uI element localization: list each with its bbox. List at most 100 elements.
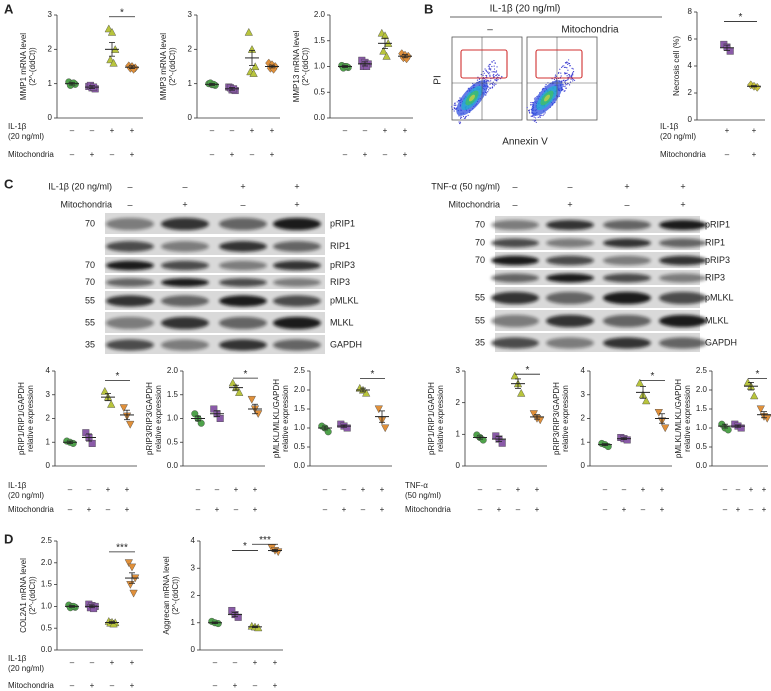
flow-event xyxy=(568,84,571,86)
blot-row-label: pRIP1 xyxy=(705,219,730,229)
condition-sign: + xyxy=(535,485,540,494)
condition-sign: + xyxy=(380,505,385,514)
condition-sign: – xyxy=(70,150,75,159)
y-tick-label: 0.5 xyxy=(167,437,179,446)
panel-label: B xyxy=(424,1,433,16)
flow-event xyxy=(489,83,491,85)
flow-event xyxy=(476,79,479,81)
significance-label: * xyxy=(371,369,375,380)
condition-sign: – xyxy=(641,505,646,514)
condition-sign: – xyxy=(90,658,95,667)
y-tick-label: 2.0 xyxy=(314,10,326,19)
y-tick-label: 0.5 xyxy=(294,442,306,451)
flow-event xyxy=(493,83,495,85)
flow-event xyxy=(566,75,568,77)
y-tick-label: 2.0 xyxy=(696,385,708,394)
y-tick-label: 1 xyxy=(188,79,193,88)
flow-event xyxy=(494,62,496,64)
blot-band xyxy=(273,241,321,252)
data-point xyxy=(737,424,745,432)
blot-band xyxy=(219,260,267,271)
significance-label: * xyxy=(116,371,120,382)
condition-sign: + xyxy=(762,505,767,514)
condition-sign: + xyxy=(725,126,730,135)
y-axis-label: relative expression xyxy=(561,385,570,452)
condition-sign: + xyxy=(250,126,255,135)
blot-band xyxy=(603,314,651,328)
flow-event xyxy=(457,99,460,102)
blot-band xyxy=(161,241,209,252)
flow-event xyxy=(487,79,489,82)
flow-event xyxy=(572,68,574,70)
blot-row-label: pRIP3 xyxy=(330,260,355,270)
condition-sign: + xyxy=(230,150,235,159)
y-tick-label: 1.5 xyxy=(167,390,179,399)
blot-mw-label: 70 xyxy=(475,255,485,265)
blot-row-label: GAPDH xyxy=(330,339,362,349)
blot-mw-label: 55 xyxy=(475,292,485,302)
y-tick-label: 3 xyxy=(581,390,586,399)
flow-event xyxy=(489,72,491,74)
condition-sign: + xyxy=(106,485,111,494)
y-axis-label: pMLKL/MLKL/GAPDH xyxy=(272,379,281,458)
condition-sign: + xyxy=(660,485,665,494)
flow-event xyxy=(495,71,497,73)
data-point xyxy=(756,405,765,414)
y-tick-label: 0.0 xyxy=(41,645,53,654)
flow-event xyxy=(568,59,570,61)
flow-event xyxy=(491,65,493,68)
flow-event xyxy=(454,108,456,110)
condition-sign: – xyxy=(196,485,201,494)
blot-band xyxy=(161,217,209,231)
condition-sign: + xyxy=(233,681,238,690)
condition-sign: – xyxy=(90,126,95,135)
blot-band xyxy=(106,217,154,231)
flow-event xyxy=(540,114,542,116)
data-point xyxy=(104,24,113,33)
flow-event xyxy=(488,67,490,70)
flow-event xyxy=(544,112,546,114)
flow-event xyxy=(572,80,574,82)
condition-sign: + xyxy=(736,505,741,514)
blot-band xyxy=(161,339,209,351)
condition-sign: + xyxy=(660,505,665,514)
flow-density xyxy=(469,94,475,102)
flow-event xyxy=(451,106,453,108)
condition-sign: – xyxy=(622,485,627,494)
flow-event xyxy=(569,75,571,77)
flow-event xyxy=(560,72,562,74)
data-point xyxy=(228,378,237,387)
blot-strip xyxy=(105,257,325,273)
blot-row-label: RIP1 xyxy=(330,241,350,251)
condition-sign: + xyxy=(90,150,95,159)
y-tick-label: 2.0 xyxy=(167,366,179,375)
condition-sign: + xyxy=(270,150,275,159)
data-point xyxy=(235,388,244,396)
condition-label: (20 ng/ml) xyxy=(8,491,44,500)
y-tick-label: 4 xyxy=(191,536,196,545)
blot-row-label: MLKL xyxy=(330,317,354,327)
flow-event xyxy=(472,83,474,85)
significance-label: * xyxy=(651,371,655,382)
flow-event xyxy=(569,74,571,76)
flow-event xyxy=(561,65,564,67)
blot-band xyxy=(603,291,651,305)
condition-sign: – xyxy=(383,150,388,159)
flow-event xyxy=(564,85,566,88)
flow-event xyxy=(492,81,494,83)
blot-band xyxy=(659,337,707,349)
y-tick-label: 4 xyxy=(46,366,51,375)
y-tick-label: 1.5 xyxy=(41,580,53,589)
condition-sign: – xyxy=(723,485,728,494)
blot-condition-sign: + xyxy=(294,181,299,191)
blot-strip xyxy=(495,216,700,233)
data-point xyxy=(88,439,96,447)
flow-event xyxy=(554,74,557,76)
condition-sign: + xyxy=(273,681,278,690)
condition-sign: – xyxy=(516,505,521,514)
y-tick-label: 2 xyxy=(456,398,461,407)
flow-event xyxy=(456,101,458,103)
flow-event xyxy=(565,87,567,89)
blot-band xyxy=(659,255,707,266)
flow-event xyxy=(562,83,564,86)
